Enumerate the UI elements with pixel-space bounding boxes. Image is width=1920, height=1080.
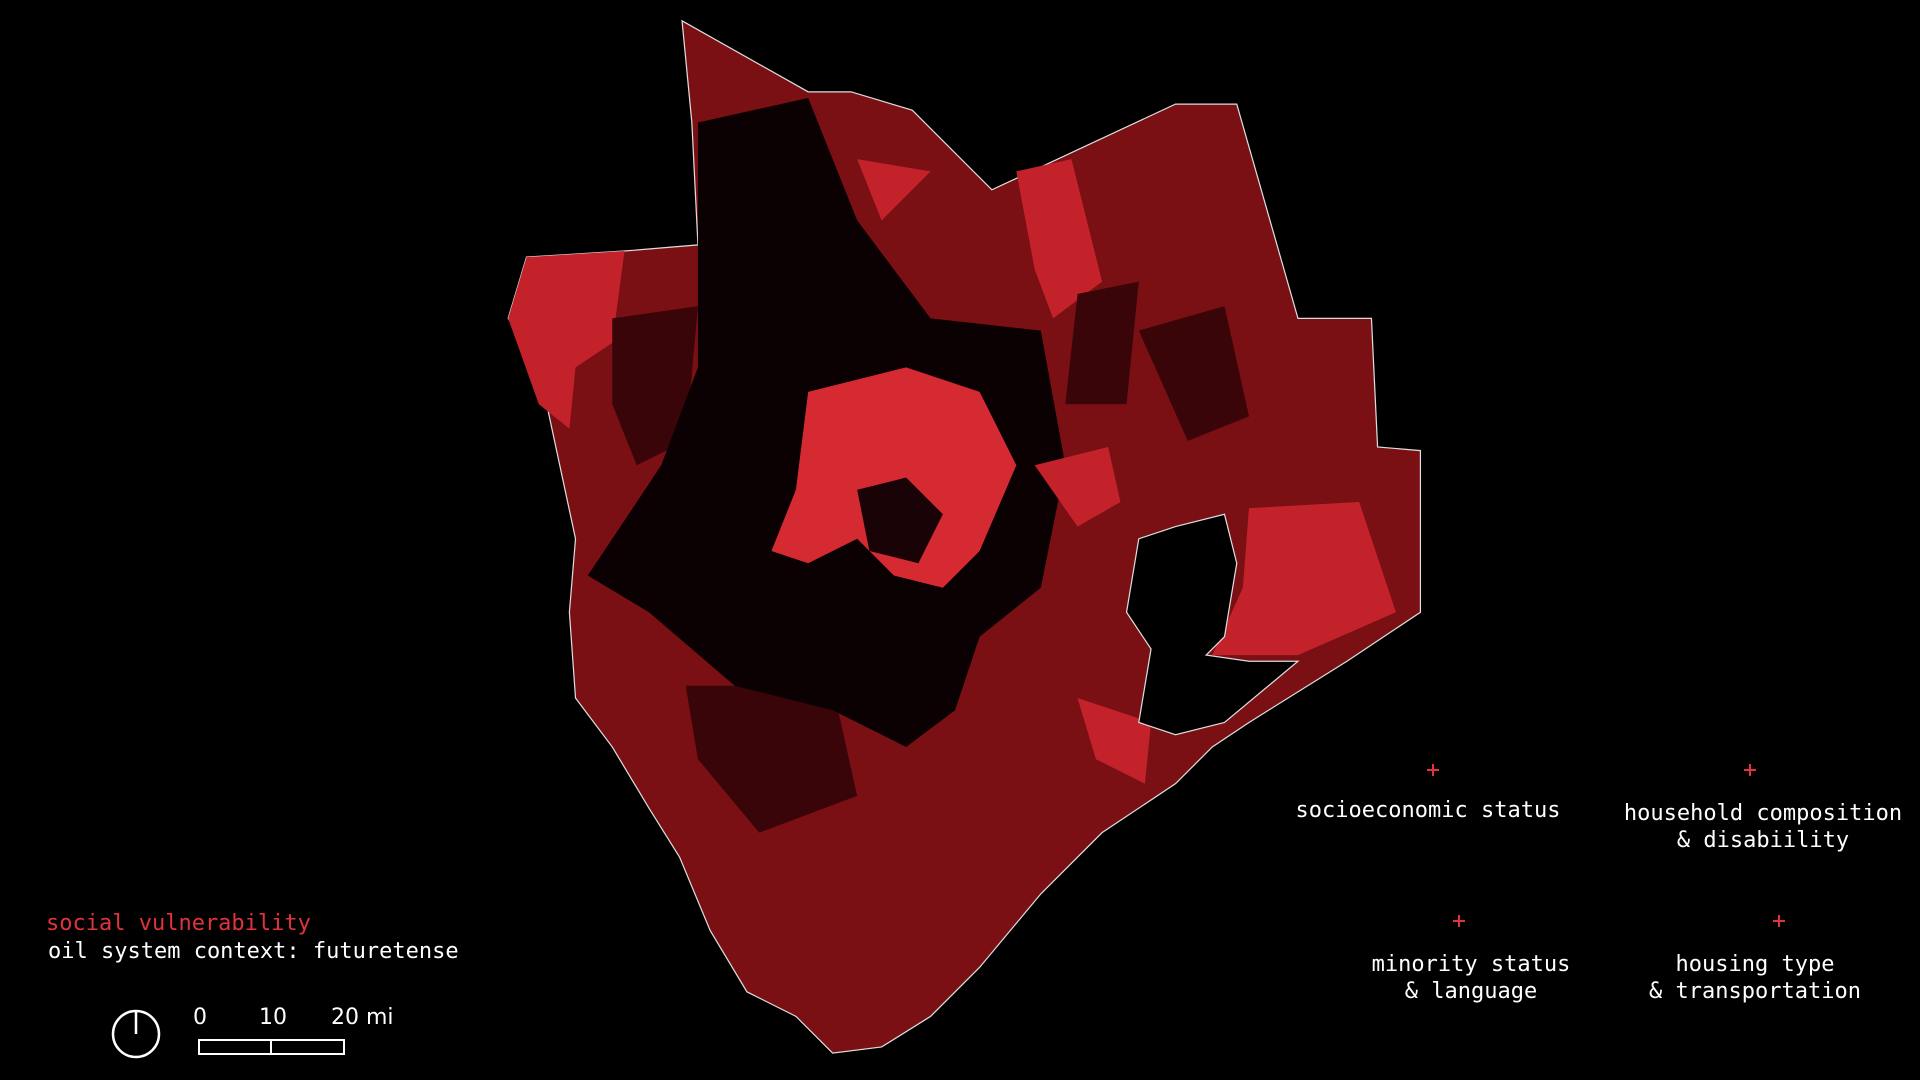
map-title: social vulnerability (46, 911, 311, 936)
legend-label: household composition & disabiility (1624, 800, 1902, 854)
scale-label: 10 (259, 1005, 287, 1030)
legend-line: household composition (1623, 801, 1903, 826)
dark-tract (1138, 306, 1249, 441)
legend-plus (1744, 764, 1756, 776)
north-arrow (111, 1009, 161, 1059)
legend-line: housing type (1675, 952, 1835, 977)
bright-tract (1034, 446, 1121, 527)
bright-tract (1077, 697, 1152, 784)
legend-plus (1773, 915, 1785, 927)
bright-tract (1212, 502, 1396, 656)
legend-line: & disabiility (1676, 828, 1850, 853)
legend-line: & language (1404, 979, 1538, 1004)
legend-label: housing type & transportation (1649, 951, 1861, 1005)
inner-hotspot (771, 367, 1017, 588)
legend-plus (1427, 764, 1439, 776)
legend-label: minority status & language (1372, 951, 1571, 1005)
map-subtitle: oil system context: futuretense (48, 939, 459, 964)
scale-label: 0 (193, 1005, 207, 1030)
scale-label: 20 mi (331, 1005, 394, 1030)
bright-tract (1016, 159, 1103, 319)
legend-line: socioeconomic status (1295, 798, 1561, 823)
legend-line: & transportation (1649, 979, 1861, 1004)
bright-tract (857, 159, 931, 221)
legend-markers (1427, 764, 1785, 927)
legend-plus (1453, 915, 1465, 927)
legend-line: minority status (1371, 952, 1571, 977)
map-layer (507, 19, 1422, 1054)
dark-tract (685, 685, 858, 833)
bay (1125, 513, 1300, 736)
bright-tract (508, 251, 625, 429)
city-center (857, 477, 943, 564)
scale-bar (198, 1039, 345, 1055)
dark-tract (1065, 281, 1139, 405)
legend-label: socioeconomic status (1296, 797, 1561, 824)
